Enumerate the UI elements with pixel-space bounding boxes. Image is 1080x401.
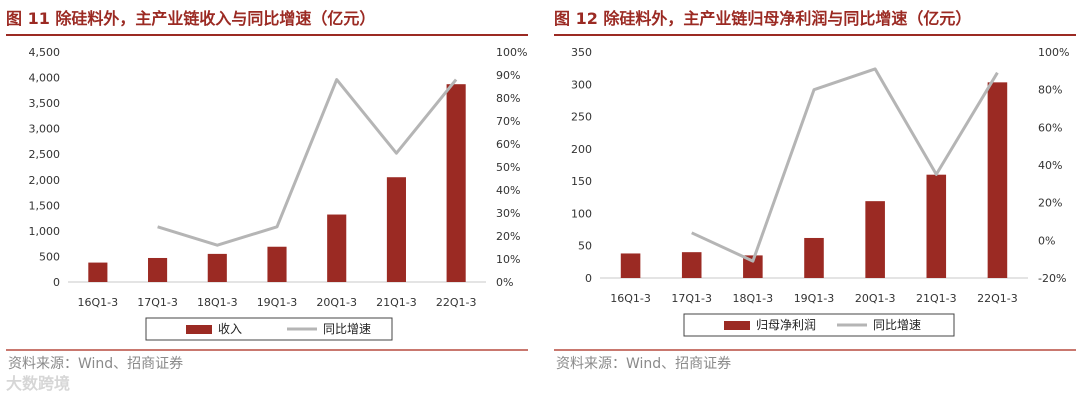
x-tick-label: 18Q1-3: [733, 292, 774, 305]
net-profit-chart: 0 50 100 150 200 250 300 350 -20% 0% 20% 40% 60% 80% 1…: [571, 46, 1069, 337]
y-right-tick-label: 30%: [496, 207, 520, 220]
y-right-tick-label: 80%: [496, 92, 520, 105]
y-left-tick-label: 0: [585, 272, 592, 285]
y-right-tick-label: 100%: [1038, 46, 1069, 59]
y-left-tick-label: 350: [571, 46, 592, 59]
y-right-tick-label: 50%: [496, 161, 520, 174]
y-right-tick-label: 90%: [496, 69, 520, 82]
y-left-tick-label: 500: [39, 250, 60, 263]
x-tick-label: 19Q1-3: [794, 292, 835, 305]
chart-title: 图 12 除硅料外，主产业链归母净利润与同比增速（亿元）: [554, 9, 972, 28]
legend-line-label: 同比增速: [873, 318, 921, 332]
y-left-tick-label: 3,500: [29, 97, 61, 110]
bar-21Q1-3: [926, 174, 947, 278]
bar-16Q1-3: [620, 253, 641, 278]
legend-bar-swatch: [186, 325, 212, 334]
y-left-tick-label: 1,000: [29, 225, 61, 238]
legend-box: [145, 317, 393, 341]
source-note: 资料来源：Wind、招商证券: [556, 356, 732, 372]
bar-22Q1-3: [987, 82, 1008, 278]
bar-18Q1-3: [207, 253, 227, 282]
bar-17Q1-3: [681, 252, 702, 278]
x-tick-label: 20Q1-3: [855, 292, 896, 305]
y-left-tick-label: 300: [571, 78, 592, 91]
legend-bar-swatch: [724, 321, 750, 330]
legend-bar-label: 归母净利润: [756, 318, 816, 332]
bar-19Q1-3: [804, 237, 824, 278]
bar-18Q1-3: [743, 255, 763, 278]
y-left-tick-label: 4,500: [29, 46, 61, 59]
y-left-tick-label: 2,500: [29, 148, 61, 161]
x-tick-label: 16Q1-3: [610, 292, 651, 305]
watermark-logo: 大数跨境: [6, 374, 71, 393]
y-right-tick-label: 60%: [1038, 121, 1062, 134]
y-left-tick-label: 150: [571, 175, 592, 188]
y-right-tick-label: 40%: [1038, 159, 1062, 172]
y-right-tick-label: -20%: [1038, 272, 1066, 285]
bar-19Q1-3: [267, 246, 287, 282]
legend-box: [683, 313, 955, 337]
y-left-tick-label: 3,000: [29, 123, 61, 136]
y-right-tick-label: 10%: [496, 253, 520, 266]
y-left-tick-label: 100: [571, 207, 592, 220]
growth-rate-line: [691, 67, 999, 263]
y-left-tick-label: 4,000: [29, 72, 61, 85]
x-tick-label: 19Q1-3: [257, 296, 298, 309]
x-tick-label: 20Q1-3: [316, 296, 357, 309]
legend-bar-label: 收入: [218, 322, 242, 336]
x-tick-label: 18Q1-3: [197, 296, 238, 309]
y-left-tick-label: 1,500: [29, 199, 61, 212]
bottom-divider: [554, 349, 1076, 351]
bar-17Q1-3: [148, 257, 168, 282]
bar-20Q1-3: [327, 214, 347, 282]
title-divider: [6, 34, 528, 36]
y-right-tick-label: 60%: [496, 138, 520, 151]
revenue-chart: 0 500 1,000 1,500 2,000 2,500 3,000 3,500 4,000 4…: [29, 46, 527, 341]
bar-22Q1-3: [446, 84, 466, 282]
x-tick-label: 21Q1-3: [376, 296, 417, 309]
y-left-tick-label: 2,000: [29, 174, 61, 187]
y-right-tick-label: 70%: [496, 115, 520, 128]
bar-20Q1-3: [865, 201, 885, 278]
x-tick-label: 22Q1-3: [436, 296, 477, 309]
y-left-tick-label: 200: [571, 143, 592, 156]
x-tick-label: 21Q1-3: [916, 292, 957, 305]
y-right-tick-label: 20%: [496, 230, 520, 243]
bar-21Q1-3: [386, 177, 406, 282]
x-tick-label: 17Q1-3: [671, 292, 712, 305]
y-left-tick-label: 250: [571, 111, 592, 124]
y-right-tick-label: 100%: [496, 46, 527, 59]
chart-title: 图 11 除硅料外，主产业链收入与同比增速（亿元）: [6, 9, 376, 28]
y-left-tick-label: 0: [53, 276, 60, 289]
y-left-tick-label: 50: [578, 240, 592, 253]
growth-rate-line: [157, 78, 458, 247]
title-divider: [554, 34, 1076, 36]
source-note: 资料来源：Wind、招商证券: [8, 356, 184, 372]
y-right-tick-label: 80%: [1038, 84, 1062, 97]
x-tick-label: 17Q1-3: [137, 296, 178, 309]
y-right-tick-label: 0%: [1038, 234, 1055, 247]
x-tick-label: 22Q1-3: [977, 292, 1018, 305]
bar-16Q1-3: [88, 262, 108, 282]
x-tick-label: 16Q1-3: [78, 296, 119, 309]
bottom-divider: [6, 349, 528, 351]
legend-line-label: 同比增速: [323, 322, 371, 336]
y-right-tick-label: 40%: [496, 184, 520, 197]
y-right-tick-label: 20%: [1038, 197, 1062, 210]
y-right-tick-label: 0%: [496, 276, 513, 289]
